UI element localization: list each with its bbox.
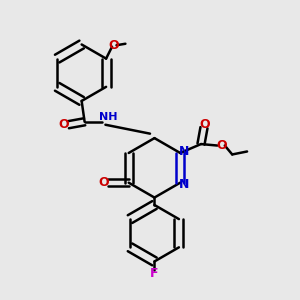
Text: NH: NH <box>99 112 118 122</box>
Text: N: N <box>178 145 189 158</box>
Text: O: O <box>199 118 210 131</box>
Text: O: O <box>98 176 109 189</box>
Text: N: N <box>178 178 189 191</box>
Text: O: O <box>58 118 69 131</box>
Text: O: O <box>108 39 119 52</box>
Text: O: O <box>217 139 227 152</box>
Text: F: F <box>150 267 159 280</box>
